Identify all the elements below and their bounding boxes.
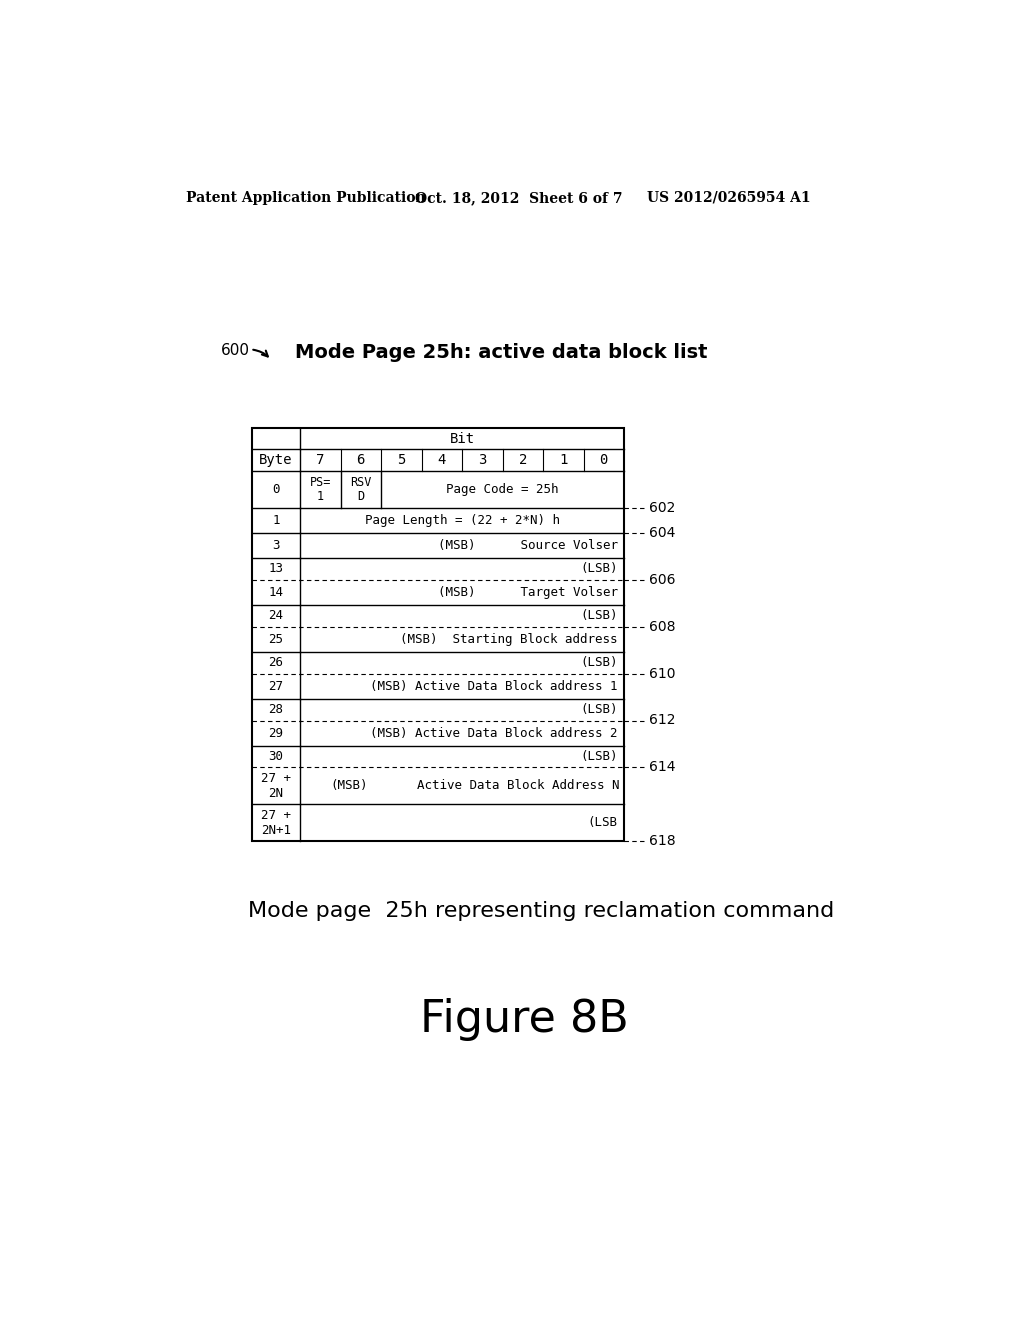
Text: 30: 30 (268, 750, 284, 763)
Text: Patent Application Publication: Patent Application Publication (186, 191, 426, 205)
Text: 618: 618 (649, 834, 676, 849)
Text: 27 +
2N+1: 27 + 2N+1 (261, 809, 291, 837)
Text: Page Code = 25h: Page Code = 25h (446, 483, 559, 496)
Text: 614: 614 (649, 760, 675, 775)
Text: 27: 27 (268, 680, 284, 693)
Text: (MSB) Active Data Block address 1: (MSB) Active Data Block address 1 (371, 680, 617, 693)
Text: Bit: Bit (450, 432, 474, 446)
Text: 5: 5 (397, 453, 406, 467)
Text: (LSB): (LSB) (581, 750, 617, 763)
Text: 1: 1 (272, 513, 280, 527)
Text: 4: 4 (437, 453, 446, 467)
Text: 28: 28 (268, 704, 284, 717)
Text: (MSB)  Starting Block address: (MSB) Starting Block address (400, 632, 617, 645)
Text: 24: 24 (268, 610, 284, 622)
Text: US 2012/0265954 A1: US 2012/0265954 A1 (647, 191, 811, 205)
Text: 0: 0 (272, 483, 280, 496)
Text: 604: 604 (649, 525, 675, 540)
Text: 608: 608 (649, 619, 675, 634)
Text: 13: 13 (268, 562, 284, 576)
Text: Byte: Byte (259, 453, 293, 467)
Text: 600: 600 (221, 343, 250, 358)
Text: 2: 2 (518, 453, 527, 467)
Text: 25: 25 (268, 632, 284, 645)
Text: (LSB): (LSB) (581, 656, 617, 669)
Text: Page Length = (22 + 2*N) h: Page Length = (22 + 2*N) h (365, 513, 559, 527)
Text: RSV
D: RSV D (350, 475, 372, 503)
Text: (LSB): (LSB) (581, 704, 617, 717)
Text: (MSB)      Target Volser: (MSB) Target Volser (438, 586, 617, 599)
Text: Oct. 18, 2012  Sheet 6 of 7: Oct. 18, 2012 Sheet 6 of 7 (415, 191, 623, 205)
Text: 1: 1 (559, 453, 567, 467)
Text: 29: 29 (268, 727, 284, 739)
Text: 602: 602 (649, 502, 675, 515)
Text: 0: 0 (600, 453, 608, 467)
Text: (MSB) Active Data Block address 2: (MSB) Active Data Block address 2 (371, 727, 617, 739)
Text: (LSB: (LSB (588, 816, 617, 829)
Text: 14: 14 (268, 586, 284, 599)
Text: 610: 610 (649, 667, 675, 681)
Text: 612: 612 (649, 714, 675, 727)
Text: 606: 606 (649, 573, 675, 586)
Text: PS=
1: PS= 1 (309, 475, 331, 503)
Text: Mode page  25h representing reclamation command: Mode page 25h representing reclamation c… (248, 902, 835, 921)
Text: Mode Page 25h: active data block list: Mode Page 25h: active data block list (295, 343, 708, 362)
Text: 6: 6 (356, 453, 365, 467)
Text: Figure 8B: Figure 8B (421, 998, 629, 1040)
Text: Active Data Block Address N: Active Data Block Address N (418, 779, 620, 792)
Text: (LSB): (LSB) (581, 610, 617, 622)
Text: (LSB): (LSB) (581, 562, 617, 576)
Text: (MSB): (MSB) (330, 779, 368, 792)
Text: 27 +
2N: 27 + 2N (261, 772, 291, 800)
Bar (252, 428, 624, 841)
Text: 26: 26 (268, 656, 284, 669)
Text: (MSB)      Source Volser: (MSB) Source Volser (438, 539, 617, 552)
Text: 3: 3 (478, 453, 486, 467)
Text: 7: 7 (316, 453, 325, 467)
Text: 3: 3 (272, 539, 280, 552)
